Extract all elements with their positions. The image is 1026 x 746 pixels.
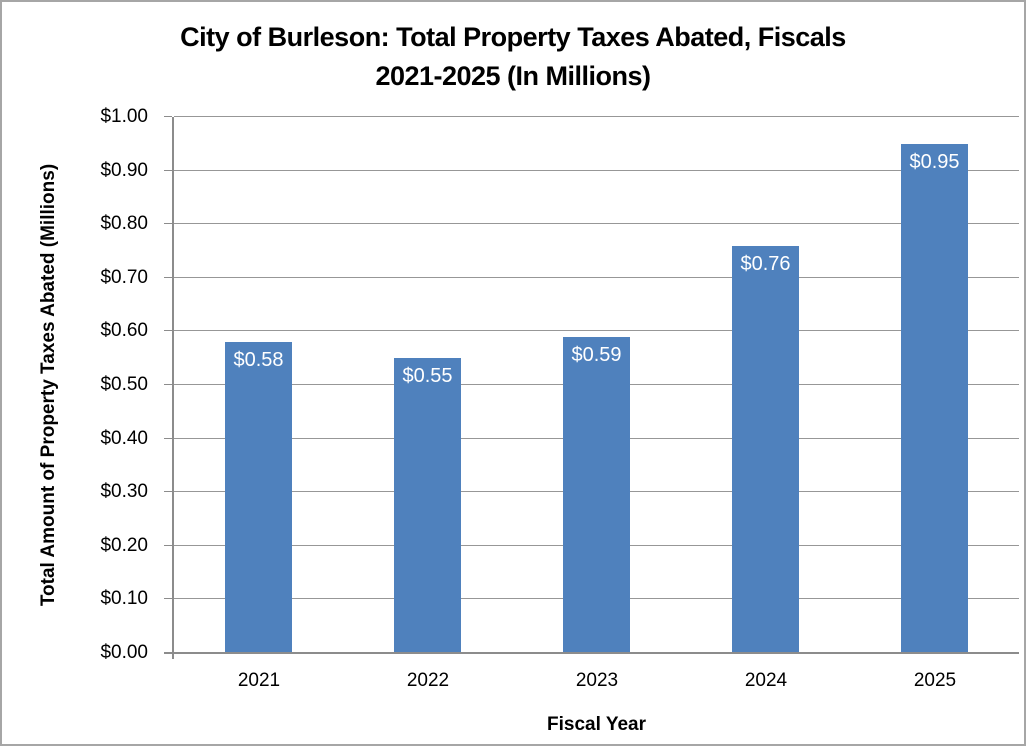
bar-value-label-2022: $0.55 — [402, 365, 453, 387]
gridline-$0.90 — [174, 170, 1019, 171]
y-tick-label-$0.30: $0.30 — [100, 481, 148, 502]
y-tick-label-$0.50: $0.50 — [100, 374, 148, 395]
bar-2022: $0.55 — [394, 358, 461, 652]
y-tick-label-$0.10: $0.10 — [100, 588, 148, 609]
x-axis-title: Fiscal Year — [547, 714, 646, 735]
bar-2021: $0.58 — [225, 342, 292, 652]
y-axis-tick-$0.30 — [164, 491, 172, 492]
y-axis-tick-$0.10 — [164, 598, 172, 599]
gridline-$1.00 — [174, 116, 1019, 117]
bar-value-label-2024: $0.76 — [740, 253, 791, 275]
y-axis-tick-$0.80 — [164, 223, 172, 224]
y-tick-label-$0.20: $0.20 — [100, 535, 148, 556]
y-tick-label-$0.40: $0.40 — [100, 428, 148, 449]
y-axis-tick-$0.40 — [164, 438, 172, 439]
y-axis-tick-$0.90 — [164, 170, 172, 171]
y-tick-label-$1.00: $1.00 — [100, 106, 148, 127]
y-axis-tick-$0.70 — [164, 277, 172, 278]
bar-value-label-2023: $0.59 — [571, 344, 622, 366]
y-tick-label-$0.70: $0.70 — [100, 267, 148, 288]
y-tick-label-$0.00: $0.00 — [100, 642, 148, 663]
gridline-$0.70 — [174, 277, 1019, 278]
gridline-$0.60 — [174, 330, 1019, 331]
x-tick-label-2023: 2023 — [575, 670, 619, 691]
plot-area: $0.58 $0.55 $0.59 $0.76 $0.95 — [164, 116, 1019, 659]
y-tick-label-$0.90: $0.90 — [100, 160, 148, 181]
bar-2024: $0.76 — [732, 246, 799, 652]
chart-title: City of Burleson: Total Property Taxes A… — [2, 18, 1024, 96]
y-axis-tick-$0.50 — [164, 384, 172, 385]
y-axis-line — [172, 117, 174, 659]
y-tick-label-$0.60: $0.60 — [100, 320, 148, 341]
bar-2023: $0.59 — [563, 337, 630, 652]
x-tick-label-2024: 2024 — [744, 670, 788, 691]
y-axis-tick-$1.00 — [164, 116, 172, 117]
bar-2025: $0.95 — [901, 144, 968, 652]
y-axis-tick-$0.20 — [164, 545, 172, 546]
y-tick-label-$0.80: $0.80 — [100, 213, 148, 234]
chart-title-line-2: 2021-2025 (In Millions) — [375, 61, 651, 91]
x-axis-line — [164, 652, 1019, 654]
x-tick-label-2022: 2022 — [406, 670, 450, 691]
x-tick-label-2021: 2021 — [237, 670, 281, 691]
gridline-$0.80 — [174, 223, 1019, 224]
y-axis-tick-$0.60 — [164, 330, 172, 331]
bar-value-label-2025: $0.95 — [909, 151, 960, 173]
bar-value-label-2021: $0.58 — [233, 349, 284, 371]
x-tick-label-2025: 2025 — [913, 670, 957, 691]
chart-title-line-1: City of Burleson: Total Property Taxes A… — [180, 22, 846, 52]
